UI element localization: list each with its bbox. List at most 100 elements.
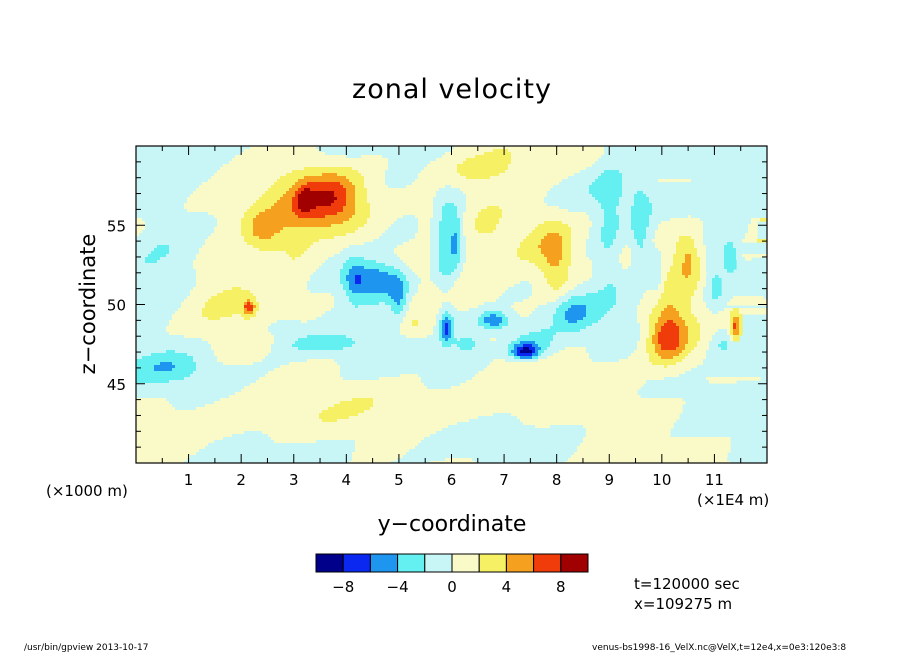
contour-cell bbox=[544, 272, 569, 276]
contour-cell bbox=[451, 245, 458, 249]
contour-cell bbox=[355, 185, 365, 189]
contour-cell bbox=[265, 356, 515, 360]
contour-cell bbox=[730, 317, 734, 321]
contour-cell bbox=[568, 308, 587, 312]
contour-cell bbox=[430, 239, 440, 243]
contour-cell bbox=[217, 170, 293, 174]
contour-cell bbox=[274, 341, 296, 345]
contour-cell bbox=[388, 293, 404, 297]
contour-cell bbox=[538, 224, 569, 228]
contour-cell bbox=[439, 236, 452, 240]
contour-cell bbox=[712, 335, 731, 339]
contour-cell bbox=[136, 461, 185, 463]
contour-cell bbox=[685, 323, 701, 327]
contour-cell bbox=[334, 254, 398, 258]
contour-cell bbox=[631, 212, 653, 216]
contour-cell bbox=[217, 224, 242, 228]
contour-cell bbox=[658, 320, 668, 324]
contour-cell bbox=[136, 455, 191, 459]
contour-cell bbox=[202, 245, 254, 249]
contour-cell bbox=[349, 281, 356, 285]
contour-cell bbox=[430, 245, 440, 249]
contour-cell bbox=[604, 152, 680, 156]
contour-cell bbox=[253, 230, 281, 234]
contour-cell bbox=[436, 191, 464, 195]
contour-cell bbox=[679, 314, 695, 318]
contour-cell bbox=[634, 230, 647, 234]
contour-cell bbox=[454, 326, 485, 330]
contour-cell bbox=[136, 221, 146, 225]
contour-cell bbox=[703, 242, 728, 246]
contour-cell bbox=[280, 197, 293, 201]
contour-cell bbox=[643, 296, 662, 300]
contour-cell bbox=[301, 185, 344, 189]
contour-cell bbox=[655, 329, 662, 333]
contour-cell bbox=[253, 293, 332, 297]
contour-cell bbox=[601, 233, 617, 237]
contour-cell bbox=[370, 209, 434, 213]
contour-cell bbox=[241, 230, 254, 234]
contour-cell bbox=[484, 311, 503, 315]
contour-cell bbox=[331, 224, 365, 228]
contour-cell bbox=[517, 416, 680, 420]
contour-cell bbox=[730, 320, 734, 324]
contour-cell bbox=[160, 362, 173, 366]
contour-cell bbox=[310, 245, 350, 249]
contour-cell bbox=[136, 386, 245, 390]
contour-cell bbox=[577, 284, 608, 288]
contour-cell bbox=[280, 230, 356, 234]
contour-cell bbox=[733, 245, 743, 249]
contour-cell bbox=[502, 293, 533, 297]
contour-cell bbox=[592, 269, 662, 273]
contour-cell bbox=[319, 239, 374, 243]
contour-cell bbox=[157, 260, 194, 264]
contour-cell bbox=[409, 266, 431, 270]
contour-cell bbox=[355, 200, 368, 204]
contour-cell bbox=[259, 308, 332, 312]
contour-cell bbox=[340, 251, 395, 255]
contour-cell bbox=[190, 374, 266, 378]
contour-cell bbox=[169, 332, 272, 336]
contour-cell bbox=[397, 458, 446, 462]
contour-cell bbox=[187, 209, 248, 213]
contour-cell bbox=[496, 224, 539, 228]
contour-cell bbox=[676, 362, 704, 366]
contour-cell bbox=[682, 266, 692, 270]
contour-cell bbox=[193, 371, 269, 375]
contour-cell bbox=[526, 236, 545, 240]
contour-cell bbox=[271, 323, 401, 327]
contour-cell bbox=[406, 185, 446, 189]
contour-cell bbox=[529, 314, 554, 318]
contour-cell bbox=[679, 239, 695, 243]
contour-cell bbox=[346, 290, 353, 294]
contour-cell bbox=[445, 329, 449, 333]
contour-cell bbox=[475, 341, 512, 345]
contour-cell bbox=[298, 338, 353, 342]
contour-cell bbox=[433, 212, 443, 216]
contour-cell bbox=[364, 257, 401, 261]
contour-cell bbox=[454, 281, 521, 285]
contour-cell bbox=[538, 266, 569, 270]
contour-cell bbox=[712, 287, 722, 291]
contour-cell bbox=[622, 182, 728, 186]
contour-cell bbox=[586, 242, 605, 246]
contour-cell bbox=[430, 161, 464, 165]
contour-cell bbox=[454, 329, 542, 333]
contour-cell bbox=[136, 404, 173, 408]
contour-cell bbox=[679, 374, 707, 378]
contour-cell bbox=[634, 194, 647, 198]
contour-cell bbox=[589, 188, 623, 192]
contour-cell bbox=[337, 173, 362, 177]
contour-cell bbox=[445, 332, 449, 336]
contour-cell bbox=[256, 200, 278, 204]
contour-cell bbox=[325, 260, 347, 264]
contour-cell bbox=[457, 212, 464, 216]
contour-cell bbox=[340, 272, 350, 276]
contour-cell bbox=[514, 284, 533, 288]
contour-cell bbox=[442, 290, 449, 294]
contour-cell bbox=[640, 338, 647, 342]
contour-cell bbox=[466, 239, 524, 243]
contour-cell bbox=[352, 452, 407, 456]
contour-cell bbox=[601, 227, 620, 231]
contour-cell bbox=[442, 206, 458, 210]
